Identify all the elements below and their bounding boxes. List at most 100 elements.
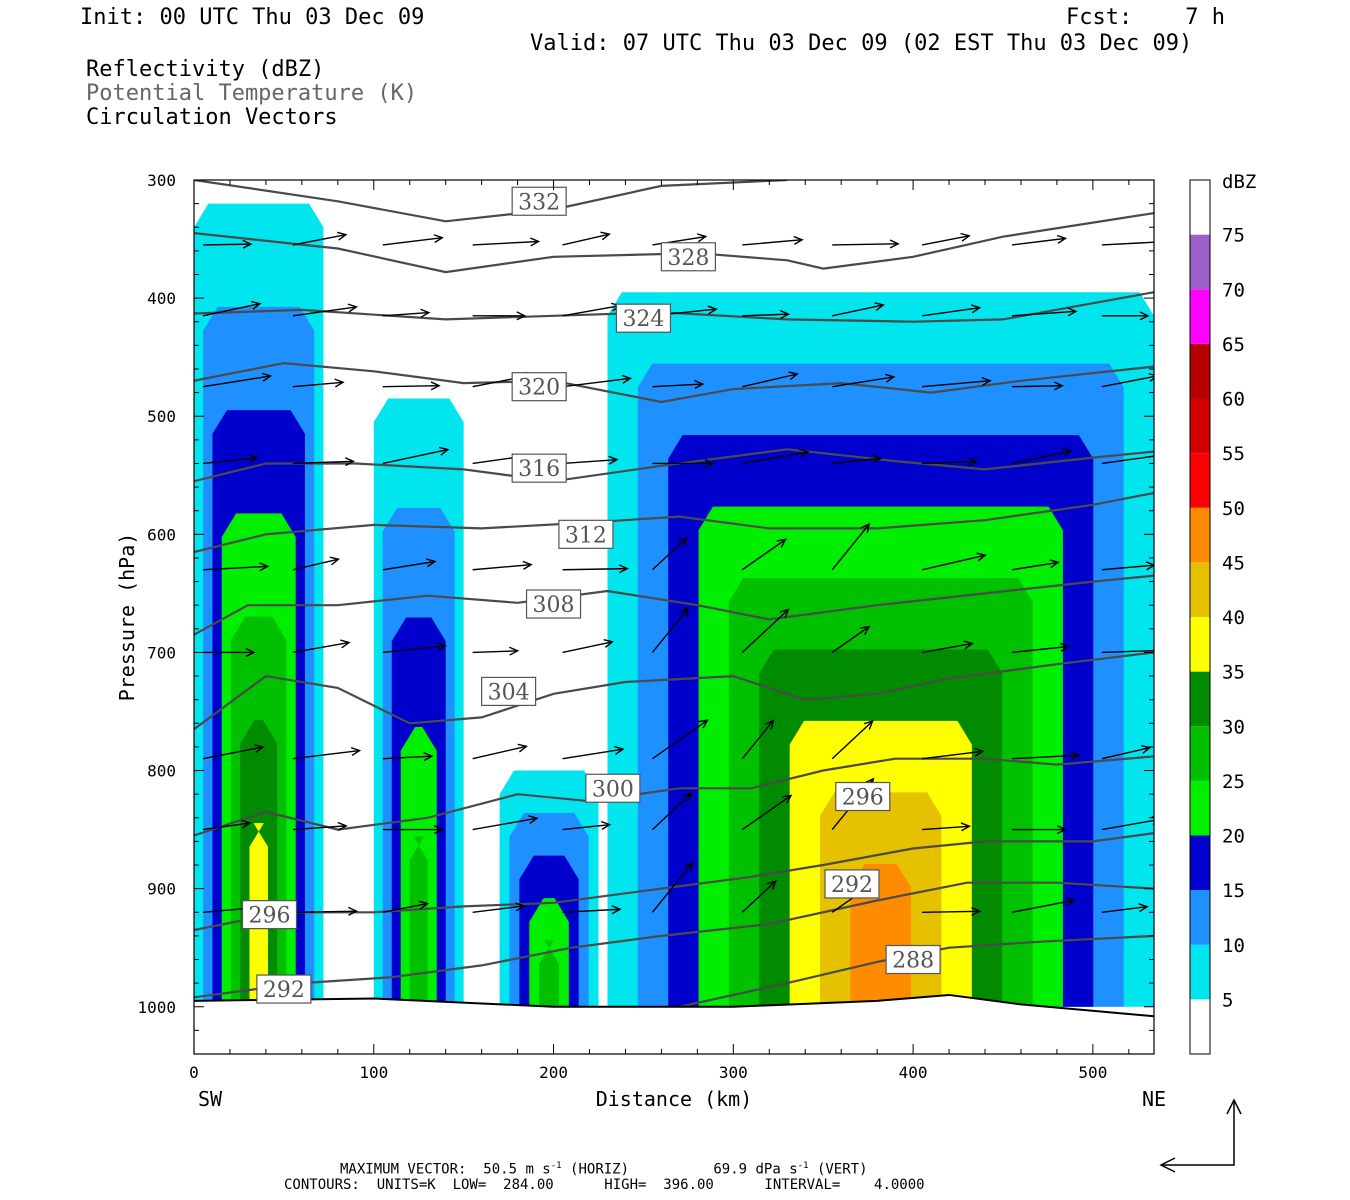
max-vert-suffix: (VERT): [816, 1161, 868, 1178]
vector-arrow-1: [202, 243, 251, 246]
contour-label-316: 316: [518, 457, 560, 482]
vector-arrow-65: [1011, 645, 1069, 654]
field-reflectivity: Reflectivity (dBZ): [86, 57, 325, 82]
vector-arrow-73: [741, 720, 774, 760]
max-vert-unit: dPa s: [755, 1161, 798, 1178]
field-potential-temperature: Potential Temperature (K): [86, 81, 418, 106]
vector-arrow-81: [472, 817, 538, 831]
vector-arrow-57: [292, 641, 350, 654]
vector-arrow-48: [472, 563, 532, 571]
vector-arrow-27: [562, 377, 631, 388]
vector-arrow-20: [921, 307, 980, 317]
vector-arrowhead-48: [522, 560, 533, 570]
vector-arrowhead-39: [704, 458, 715, 469]
contour-label-304: 304: [488, 680, 530, 705]
vector-arrowhead-3: [433, 234, 444, 244]
theta-contour-296: [194, 832, 1154, 932]
vector-arrowhead-99: [1138, 903, 1149, 913]
contour-label-324: 324: [622, 307, 664, 332]
colorbar-label-10: 10: [1222, 935, 1245, 957]
vector-arrowhead-62: [779, 608, 790, 619]
colorbar-swatch-12: [1190, 343, 1210, 399]
contour-label-box-12: [241, 900, 298, 930]
vector-arrowhead-98: [1065, 897, 1076, 907]
vector-arrowhead-69: [423, 752, 434, 762]
vector-arrow-38: [562, 458, 618, 465]
vector-arrow-52: [831, 523, 870, 571]
vector-arrow-12: [202, 303, 261, 317]
vector-arrowhead-33: [1148, 372, 1154, 382]
vector-arrowhead-14: [420, 308, 431, 318]
vector-arrow-44: [1101, 455, 1154, 465]
vector-arrow-28: [652, 383, 703, 388]
reflectivity-band-col2-25dbz: [409, 836, 428, 1007]
vector-arrow-60: [562, 641, 613, 654]
vector-arrow-91: [382, 902, 428, 913]
vector-arrowhead-75: [974, 747, 985, 757]
colorbar-swatch-2: [1190, 890, 1210, 945]
vector-arrow-32: [1011, 385, 1063, 388]
vector-arrowhead-46: [329, 556, 341, 566]
vector-arrow-29: [742, 373, 798, 388]
vector-arrowhead-92: [515, 902, 526, 912]
vector-arrow-95: [741, 880, 777, 913]
vector-arrow-82: [562, 823, 610, 831]
vector-arrow-74: [831, 720, 874, 760]
max-vector-prefix: MAXIMUM VECTOR:: [340, 1161, 467, 1178]
contour-label-box-7: [481, 676, 537, 707]
theta-contour-328: [194, 212, 1154, 274]
colorbar-swatch-7: [1190, 617, 1210, 672]
x-tick-label-100: 100: [359, 1063, 388, 1082]
vector-arrowhead-31: [981, 376, 992, 386]
vector-arrowhead-61: [679, 606, 690, 618]
theta-contour-304: [194, 651, 1154, 731]
y-tick-label-300: 300: [147, 171, 176, 190]
vector-arrow-16: [562, 305, 620, 317]
contours-note: CONTOURS: UNITS=K LOW= 284.00 HIGH= 396.…: [284, 1177, 925, 1193]
colorbar-label-40: 40: [1222, 607, 1245, 629]
vector-arrowhead-10: [1056, 234, 1068, 244]
contour-label-box-4: [511, 453, 567, 483]
contour-label-box-13: [256, 974, 312, 1004]
vector-arrow-30: [832, 376, 894, 388]
y-tick-label-400: 400: [147, 289, 176, 308]
vector-arrow-7: [742, 239, 803, 246]
init-time: Init: 00 UTC Thu 03 Dec 09: [80, 5, 425, 30]
vector-arrow-72: [652, 719, 708, 760]
y-tick-label-800: 800: [147, 762, 176, 781]
contour-label-box-3: [511, 372, 567, 402]
vector-arrowhead-20: [970, 304, 982, 314]
vector-arrowhead-35: [344, 457, 356, 467]
vector-arrowhead-68: [350, 746, 362, 757]
contour-label-box-10: [824, 869, 880, 899]
colorbar-label-30: 30: [1222, 716, 1245, 738]
vector-arrowhead-59: [509, 646, 520, 656]
vector-arrow-59: [472, 650, 518, 654]
contour-label-box-6: [525, 589, 582, 619]
y-tick-label-900: 900: [147, 880, 176, 899]
vector-arrowhead-74: [863, 719, 874, 730]
vector-arrow-75: [922, 750, 983, 760]
vector-arrowhead-27: [621, 374, 633, 384]
vector-arrow-42: [922, 460, 977, 465]
colorbar-label-70: 70: [1222, 279, 1245, 301]
vector-arrowhead-28: [694, 379, 705, 389]
vector-arrow-10: [1011, 237, 1066, 246]
vector-arrow-33: [1101, 375, 1154, 388]
vector-arrowhead-55: [1145, 561, 1154, 571]
vector-arrowhead-47: [426, 558, 437, 568]
vector-arrowhead-84: [781, 794, 793, 804]
colorbar-label-20: 20: [1222, 826, 1245, 848]
vector-arrow-63: [831, 626, 870, 654]
contour-label-328: 328: [667, 246, 709, 271]
contour-label-288: 288: [892, 949, 934, 974]
vector-arrow-64: [921, 642, 973, 654]
max-vert-value: 69.9: [713, 1161, 748, 1178]
vector-arrow-21: [1011, 310, 1077, 317]
reflectivity-band-col3-25dbz: [539, 940, 559, 1007]
vector-arrowhead-57: [340, 639, 351, 649]
field-circulation-vectors: Circulation Vectors: [86, 105, 338, 130]
vector-arrow-35: [292, 460, 354, 465]
vector-arrowhead-97: [971, 906, 982, 916]
